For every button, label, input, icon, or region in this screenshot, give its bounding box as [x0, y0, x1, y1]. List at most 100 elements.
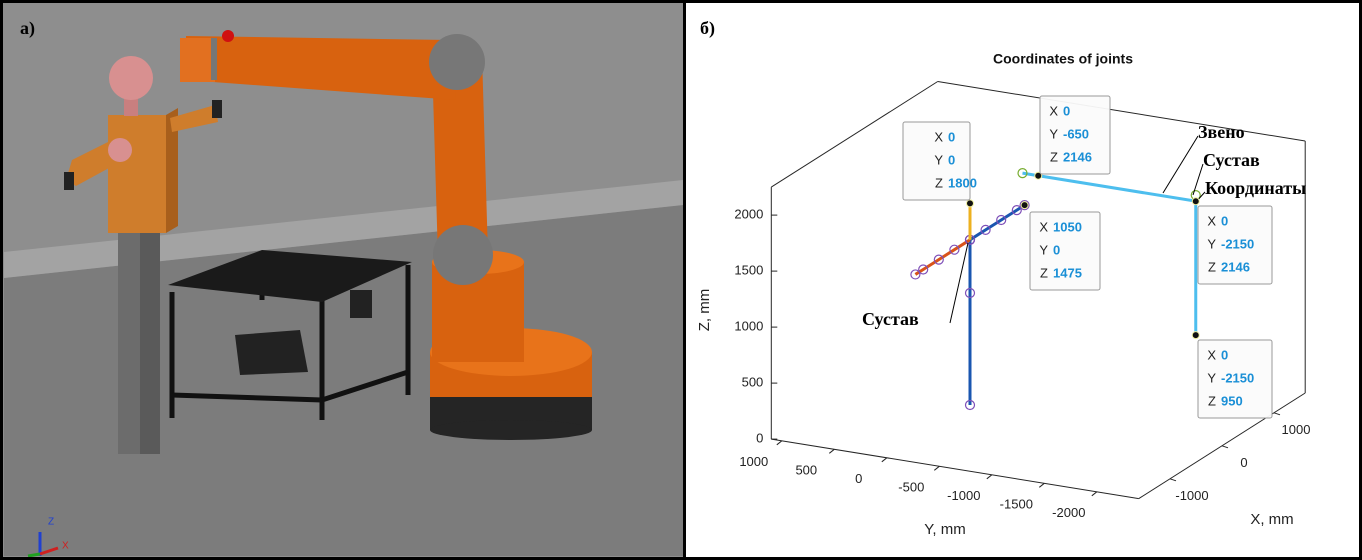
- x-tick-label: -1000: [1175, 488, 1208, 503]
- datatip-label: X: [934, 129, 943, 144]
- datatip-label: Y: [934, 152, 943, 167]
- leader-line: [1192, 163, 1204, 196]
- datatip-marker: [1020, 201, 1029, 210]
- triad-label: X: [62, 541, 69, 552]
- z-tick-label: 500: [742, 375, 764, 390]
- neck: [124, 96, 138, 116]
- chart-title: Coordinates of joints: [993, 51, 1133, 67]
- y-tick-label: -500: [898, 480, 924, 495]
- datatip-value: 0: [1221, 213, 1228, 228]
- joint-link: [914, 238, 971, 276]
- box-edge: [937, 81, 1306, 142]
- right-arm: [170, 105, 218, 132]
- datatip-box: [1039, 95, 1111, 175]
- y-tick: [881, 457, 888, 463]
- joint-marker: [1019, 200, 1030, 211]
- y-tick-label: 500: [795, 463, 817, 478]
- panel-label: а): [20, 18, 35, 39]
- torso-side: [166, 108, 178, 233]
- joint-marker: [910, 269, 921, 280]
- x-tick: [1221, 445, 1229, 449]
- flange: [211, 38, 217, 80]
- annotation: Сустав: [1203, 150, 1260, 170]
- y-tick-label: 0: [855, 471, 862, 486]
- z-tick-label: 1500: [734, 263, 763, 278]
- datatip-value: 950: [1221, 393, 1243, 408]
- datatip-marker: [1191, 331, 1200, 340]
- y-axis-label: Y, mm: [924, 521, 965, 538]
- z-tick-label: 2000: [734, 207, 763, 222]
- datatip-value: 0: [948, 129, 955, 144]
- forearm-end: [180, 38, 215, 82]
- robot-render: Z X а): [0, 0, 684, 560]
- datatip-box: [1197, 339, 1273, 419]
- datatip-value: 0: [1053, 242, 1060, 257]
- upper-arm: [432, 55, 488, 258]
- datatip-label: Z: [935, 175, 943, 190]
- datatip-value: 0: [1221, 347, 1228, 362]
- datatip-label: X: [1207, 213, 1216, 228]
- pedestal-side: [140, 228, 160, 454]
- z-tick-label: 1000: [734, 319, 763, 334]
- x-tick: [1169, 478, 1177, 482]
- datatip-label: Y: [1049, 126, 1058, 141]
- y-tick-label: -1500: [1000, 497, 1033, 512]
- x-tick-label: 1000: [1282, 422, 1311, 437]
- datatip-label: Y: [1207, 370, 1216, 385]
- datatip-value: 1475: [1053, 265, 1082, 280]
- y-tick: [1038, 482, 1045, 488]
- datatip-box: [902, 121, 971, 201]
- torso: [108, 115, 166, 233]
- joint-marker: [964, 287, 976, 299]
- datatip-marker: [966, 199, 974, 208]
- hand: [64, 172, 74, 190]
- axis-line: [771, 438, 1139, 500]
- base-bottom: [430, 420, 592, 440]
- leader-line: [949, 242, 969, 324]
- joint-marker: [933, 254, 944, 265]
- z-tick-label: 0: [756, 431, 763, 446]
- datatip-value: -650: [1063, 126, 1089, 141]
- datatip-label: Y: [1207, 236, 1216, 251]
- datatip-value: -2150: [1221, 236, 1254, 251]
- shoulder: [108, 138, 132, 162]
- y-tick: [933, 465, 940, 471]
- datatip-marker: [1191, 197, 1200, 206]
- y-tick: [776, 440, 783, 446]
- joint-marker: [964, 399, 976, 411]
- joint-marker: [1017, 168, 1028, 179]
- hand: [212, 100, 222, 118]
- joint-link: [969, 203, 1026, 242]
- x-tick-label: 0: [1240, 455, 1247, 470]
- datatip-value: 0: [948, 152, 955, 167]
- datatip-label: X: [1039, 219, 1048, 234]
- axis-triad: [27, 532, 59, 558]
- datatip-label: Z: [1208, 259, 1216, 274]
- datatip-value: 1800: [948, 175, 977, 190]
- joint: [433, 225, 493, 285]
- leader-line: [1162, 135, 1199, 194]
- y-tick: [828, 448, 835, 454]
- joint: [429, 34, 485, 90]
- joint-marker: [949, 244, 960, 255]
- y-tick: [986, 474, 993, 480]
- datatip-value: 2146: [1221, 259, 1250, 274]
- floor-edge: [4, 180, 683, 278]
- joint-marker: [1011, 205, 1022, 216]
- datatip-value: 1050: [1053, 219, 1082, 234]
- joint-marker: [980, 224, 991, 235]
- head: [109, 56, 153, 100]
- datatip-value: 0: [1063, 103, 1070, 118]
- datatip-label: Z: [1208, 393, 1216, 408]
- triad-label: Z: [48, 517, 54, 528]
- y-tick: [1091, 491, 1098, 497]
- table-top: [168, 250, 412, 302]
- datatip-box: [1197, 205, 1273, 285]
- box: [350, 290, 372, 318]
- forearm: [186, 36, 456, 100]
- datatip-value: 2146: [1063, 149, 1092, 164]
- datatip-value: -2150: [1221, 370, 1254, 385]
- datatip-label: X: [1049, 103, 1058, 118]
